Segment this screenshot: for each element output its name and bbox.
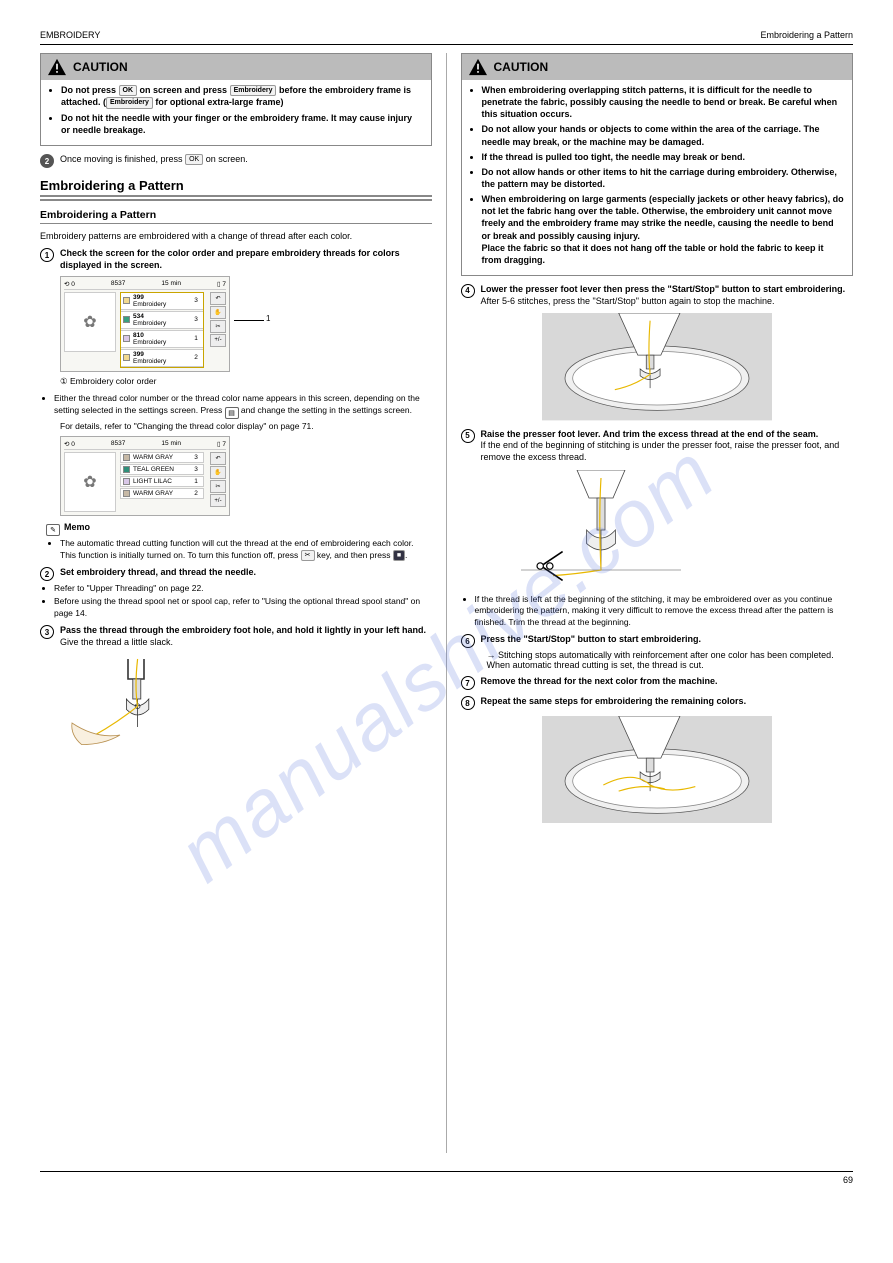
bullet-text: If the thread is left at the beginning o… xyxy=(475,594,854,628)
side-btn[interactable]: ✋ xyxy=(210,306,226,319)
step-number: 2 xyxy=(40,567,54,581)
caution-item: Do not allow your hands or objects to co… xyxy=(482,123,845,147)
pattern-preview: ✿ xyxy=(64,292,116,352)
warning-icon xyxy=(468,58,488,76)
result-arrow: → Stitching stops automatically with rei… xyxy=(487,650,854,670)
side-btn[interactable]: +/- xyxy=(210,334,226,347)
step-number: 4 xyxy=(461,284,475,298)
step-number: 2 xyxy=(40,154,54,168)
step-number: 6 xyxy=(461,634,475,648)
caution-title: CAUTION xyxy=(494,60,549,74)
step-text: Check the screen for the color order and… xyxy=(60,248,432,271)
threading-diagram xyxy=(64,655,224,751)
side-btn[interactable]: ↶ xyxy=(210,292,226,305)
caution-box-right: CAUTION When embroidering overlapping st… xyxy=(461,53,854,276)
caution-item: If the thread is pulled too tight, the n… xyxy=(482,151,845,163)
annotation-number: 1 xyxy=(266,314,270,323)
step-text: Press the "Start/Stop" button to start e… xyxy=(481,634,854,648)
step-text: Pass the thread through the embroidery f… xyxy=(60,625,432,648)
lcd-screenshot-2: ⟲ 0 8537 15 min ▯ 7 ✿ WARM GRAY3 TEAL GR… xyxy=(60,436,230,516)
embroidery-frame-diagram-2 xyxy=(542,716,772,823)
header-right: Embroidering a Pattern xyxy=(760,30,853,40)
step-text: Lower the presser foot lever then press … xyxy=(481,284,854,307)
trim-thread-diagram xyxy=(521,470,681,590)
caution-item: Do not allow hands or other items to hit… xyxy=(482,166,845,190)
caution-box-left: CAUTION Do not press OK on screen and pr… xyxy=(40,53,432,146)
lcd-screenshot-1: ⟲ 0 8537 15 min ▯ 7 ✿ 399Embroidery3 534… xyxy=(60,276,230,372)
footer: 69 xyxy=(40,1171,853,1185)
embroidery-frame-diagram xyxy=(542,313,772,420)
header-left: EMBROIDERY xyxy=(40,30,100,40)
step-number: 5 xyxy=(461,429,475,443)
side-btn[interactable]: ✂ xyxy=(210,320,226,333)
embroidery-key: Embroidery xyxy=(230,85,277,96)
note-text: Either the thread color number or the th… xyxy=(54,393,432,418)
step-text: Remove the thread for the next color fro… xyxy=(481,676,854,690)
annotation-label: Embroidery color order xyxy=(70,376,156,386)
sub-title: Embroidering a Pattern xyxy=(40,209,432,224)
step-text: Repeat the same steps for embroidering t… xyxy=(481,696,854,710)
caution-item: Do not hit the needle with your finger o… xyxy=(61,112,423,136)
step-text: Raise the presser foot lever. And trim t… xyxy=(481,429,854,464)
caution-item: When embroidering overlapping stitch pat… xyxy=(482,84,845,120)
step-text: Once moving is finished, press OK on scr… xyxy=(60,154,432,168)
memo-icon: ✎ xyxy=(46,524,60,536)
step-number: 7 xyxy=(461,676,475,690)
left-column: CAUTION Do not press OK on screen and pr… xyxy=(40,53,447,1153)
caution-item: When embroidering on large garments (esp… xyxy=(482,193,845,266)
memo-title: Memo xyxy=(64,522,90,532)
settings-icon: ▤ xyxy=(225,407,239,419)
dark-key-icon: ■ xyxy=(393,550,405,561)
section-title: Embroidering a Pattern xyxy=(40,178,432,193)
top-rule xyxy=(40,44,853,45)
header-row: EMBROIDERY Embroidering a Pattern xyxy=(40,30,853,40)
ref-text: Before using the thread spool net or spo… xyxy=(54,596,432,619)
memo-text: The automatic thread cutting function wi… xyxy=(60,538,432,561)
step-text: Set embroidery thread, and thread the ne… xyxy=(60,567,432,581)
step-number: 1 xyxy=(40,248,54,262)
scissor-key-icon: ✂ xyxy=(301,550,315,561)
caution-item: Do not press OK on screen and press Embr… xyxy=(61,84,423,109)
ref-text: Refer to "Upper Threading" on page 22. xyxy=(54,583,432,594)
caution-title: CAUTION xyxy=(73,60,128,74)
page-number: 69 xyxy=(843,1175,853,1185)
step-number: 8 xyxy=(461,696,475,710)
warning-icon xyxy=(47,58,67,76)
intro-text: Embroidery patterns are embroidered with… xyxy=(40,230,432,242)
ok-key: OK xyxy=(119,85,138,96)
step-number: 3 xyxy=(40,625,54,639)
right-column: CAUTION When embroidering overlapping st… xyxy=(447,53,854,1153)
note-ref: For details, refer to "Changing the thre… xyxy=(60,421,432,432)
